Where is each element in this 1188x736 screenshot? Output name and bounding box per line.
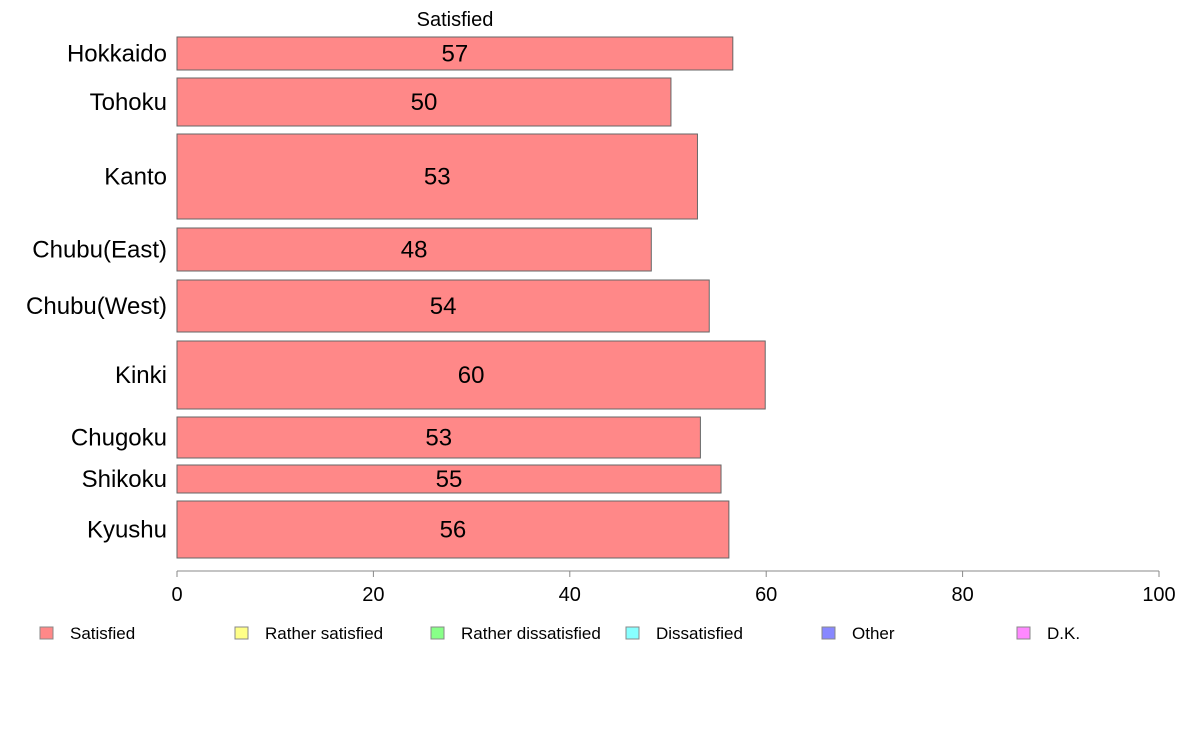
x-tick-label: 60 <box>755 584 777 606</box>
legend-swatch <box>1016 626 1031 640</box>
bar-shikoku <box>176 464 722 494</box>
x-tick-label: 0 <box>171 584 182 606</box>
legend-label: Rather satisfied <box>265 624 383 643</box>
legend-swatch <box>39 626 54 640</box>
x-tick-label: 20 <box>362 584 384 606</box>
bar-chubu-west- <box>176 279 710 333</box>
x-axis: 0 20 40 60 80 100 <box>171 570 1176 606</box>
legend-label: Other <box>852 624 895 643</box>
data-label: 56 <box>440 517 467 544</box>
legend: Satisfied Rather satisfied Rather dissatis… <box>39 624 1080 643</box>
legend-swatch <box>430 626 445 640</box>
data-label: 48 <box>401 237 428 264</box>
data-label: 55 <box>436 466 463 493</box>
bar-hokkaido <box>176 36 734 71</box>
legend-label: Rather dissatisfied <box>461 624 601 643</box>
data-label: 60 <box>458 362 485 389</box>
legend-swatch <box>234 626 249 640</box>
data-label: 50 <box>411 89 438 116</box>
category-label: Shikoku <box>82 466 167 493</box>
category-label: Chugoku <box>71 425 167 452</box>
category-label: Kanto <box>104 164 167 191</box>
legend-label: D.K. <box>1047 624 1080 643</box>
bar-chugoku <box>176 416 701 459</box>
data-label: 53 <box>425 425 452 452</box>
x-tick-label: 100 <box>1142 584 1175 606</box>
data-label: 54 <box>430 293 457 320</box>
bar-kanto <box>176 133 698 220</box>
bars-group: Hokkaido 57 Tohoku 50 Kanto 53 Chubu(East) 48 Ch… <box>26 36 766 559</box>
category-label: Kyushu <box>87 517 167 544</box>
bar-tohoku <box>176 77 672 127</box>
category-label: Chubu(East) <box>32 237 167 264</box>
data-label: 57 <box>442 41 469 68</box>
bar-kyushu <box>176 500 730 559</box>
category-label: Kinki <box>115 362 167 389</box>
legend-label: Dissatisfied <box>656 624 743 643</box>
x-tick-label: 40 <box>559 584 581 606</box>
category-label: Tohoku <box>90 89 167 116</box>
bar-kinki <box>176 340 766 410</box>
x-tick-label: 80 <box>951 584 973 606</box>
bar-chubu-east- <box>176 227 652 272</box>
legend-swatch <box>821 626 836 640</box>
legend-label: Satisfied <box>70 624 135 643</box>
category-label: Hokkaido <box>67 41 167 68</box>
category-label: Chubu(West) <box>26 293 167 320</box>
legend-swatch <box>625 626 640 640</box>
chart-title: Satisfied <box>417 9 494 31</box>
data-label: 53 <box>424 164 451 191</box>
